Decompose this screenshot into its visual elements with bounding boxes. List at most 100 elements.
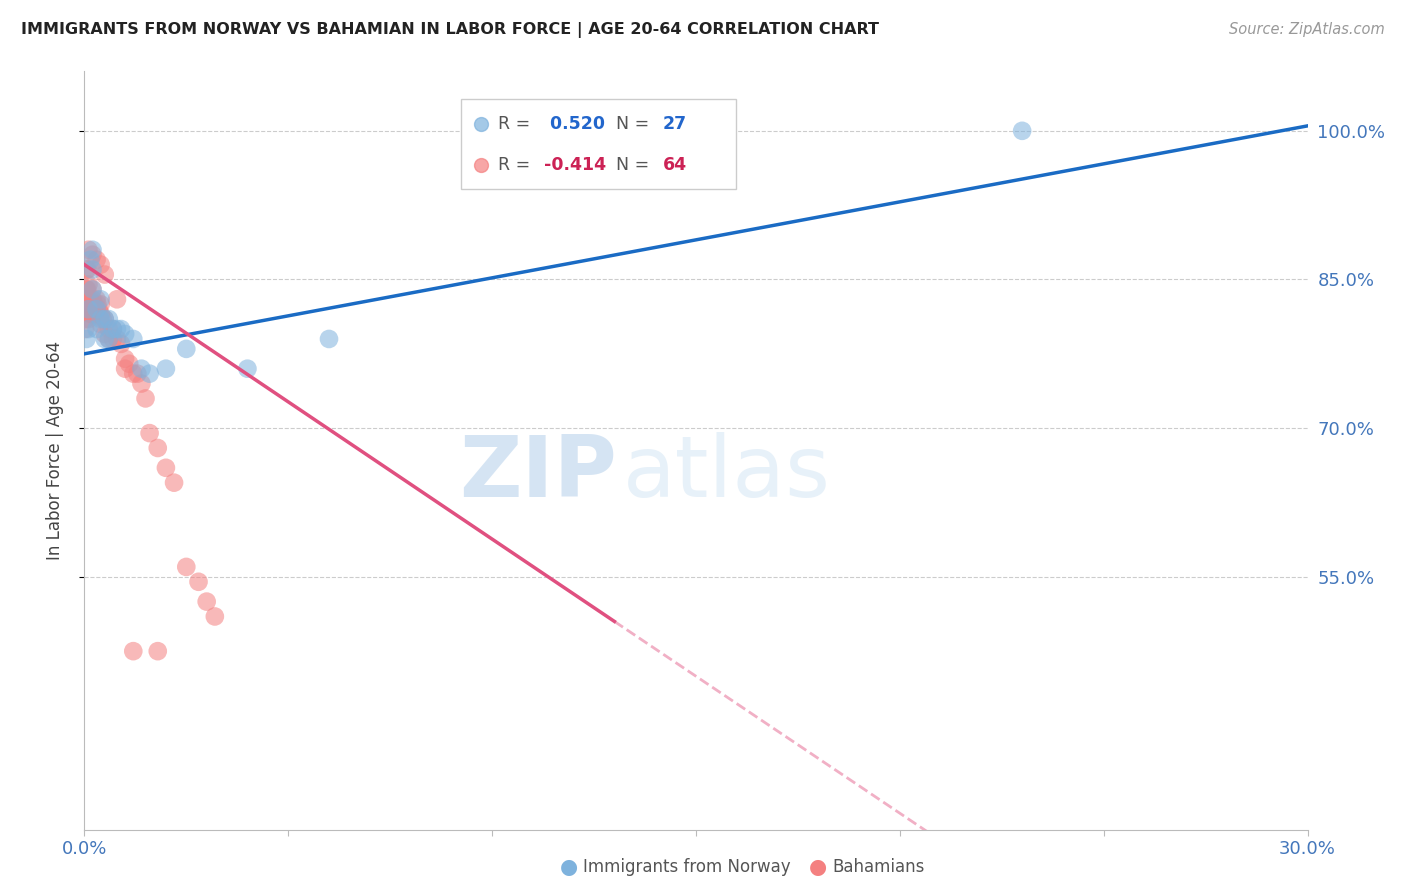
Point xyxy=(75,293,97,307)
Point xyxy=(86,307,108,321)
Text: 0.520: 0.520 xyxy=(544,114,606,133)
Point xyxy=(76,262,98,277)
Point xyxy=(114,326,136,341)
Point xyxy=(77,277,100,292)
Point xyxy=(97,332,120,346)
Point xyxy=(155,460,177,475)
Point xyxy=(82,293,104,307)
Point xyxy=(236,361,259,376)
Point xyxy=(146,441,169,455)
Point xyxy=(79,302,101,317)
Text: Immigrants from Norway: Immigrants from Norway xyxy=(583,858,792,876)
Point xyxy=(97,312,120,326)
Text: N =: N = xyxy=(606,114,655,133)
Point xyxy=(93,268,115,282)
Text: 27: 27 xyxy=(664,114,688,133)
Point xyxy=(77,302,100,317)
Point xyxy=(122,367,145,381)
Point xyxy=(174,560,197,574)
Point xyxy=(82,282,104,296)
Point xyxy=(131,376,153,391)
Point xyxy=(90,293,112,307)
Point xyxy=(105,293,128,307)
Point xyxy=(114,361,136,376)
Point xyxy=(318,332,340,346)
Point xyxy=(77,322,100,336)
Point xyxy=(1011,124,1033,138)
Point xyxy=(174,342,197,356)
Point xyxy=(75,262,97,277)
Y-axis label: In Labor Force | Age 20-64: In Labor Force | Age 20-64 xyxy=(45,341,63,560)
Text: ●: ● xyxy=(561,857,578,877)
Point xyxy=(79,293,101,307)
Point xyxy=(77,243,100,257)
Point xyxy=(79,252,101,267)
Text: R =: R = xyxy=(498,114,536,133)
Text: 64: 64 xyxy=(664,156,688,174)
Point xyxy=(77,312,100,326)
Point xyxy=(77,293,100,307)
Point xyxy=(90,297,112,311)
Point xyxy=(93,326,115,341)
Point xyxy=(77,302,100,317)
Point xyxy=(76,282,98,296)
Text: ●: ● xyxy=(810,857,827,877)
Point xyxy=(101,322,124,336)
Point xyxy=(90,307,112,321)
Point xyxy=(163,475,186,490)
Point xyxy=(86,252,108,267)
Point xyxy=(82,302,104,317)
Point xyxy=(110,322,132,336)
Point xyxy=(122,644,145,658)
Point xyxy=(101,332,124,346)
Point xyxy=(82,248,104,262)
Point xyxy=(135,392,157,406)
Point xyxy=(82,282,104,296)
Text: N =: N = xyxy=(606,156,655,174)
Text: -0.414: -0.414 xyxy=(544,156,606,174)
Point xyxy=(187,574,209,589)
Point xyxy=(97,332,120,346)
Point xyxy=(82,307,104,321)
Point xyxy=(75,282,97,296)
Point xyxy=(93,332,115,346)
Point xyxy=(83,297,105,311)
Point xyxy=(127,367,149,381)
Point xyxy=(146,644,169,658)
Point xyxy=(86,302,108,317)
Point xyxy=(77,297,100,311)
Point xyxy=(75,322,97,336)
Text: R =: R = xyxy=(498,156,536,174)
Point xyxy=(93,312,115,326)
Point xyxy=(90,317,112,331)
Text: atlas: atlas xyxy=(623,432,831,515)
Point xyxy=(82,262,104,277)
Point xyxy=(97,322,120,336)
Point xyxy=(86,293,108,307)
Point xyxy=(86,297,108,311)
Text: Source: ZipAtlas.com: Source: ZipAtlas.com xyxy=(1229,22,1385,37)
Point xyxy=(79,297,101,311)
Point xyxy=(138,367,160,381)
Point xyxy=(110,337,132,351)
Text: IMMIGRANTS FROM NORWAY VS BAHAMIAN IN LABOR FORCE | AGE 20-64 CORRELATION CHART: IMMIGRANTS FROM NORWAY VS BAHAMIAN IN LA… xyxy=(21,22,879,38)
Point xyxy=(138,426,160,441)
Point xyxy=(90,258,112,272)
Point xyxy=(105,332,128,346)
Point xyxy=(105,322,128,336)
Point xyxy=(118,357,141,371)
Point xyxy=(204,609,226,624)
Point xyxy=(87,302,110,317)
Point xyxy=(76,302,98,317)
Point xyxy=(80,307,103,321)
Point xyxy=(80,302,103,317)
Point xyxy=(131,361,153,376)
FancyBboxPatch shape xyxy=(461,99,737,189)
Point xyxy=(82,243,104,257)
Point xyxy=(155,361,177,376)
Point xyxy=(75,332,97,346)
Point xyxy=(86,322,108,336)
Point xyxy=(90,312,112,326)
Point xyxy=(114,351,136,366)
Point xyxy=(101,322,124,336)
